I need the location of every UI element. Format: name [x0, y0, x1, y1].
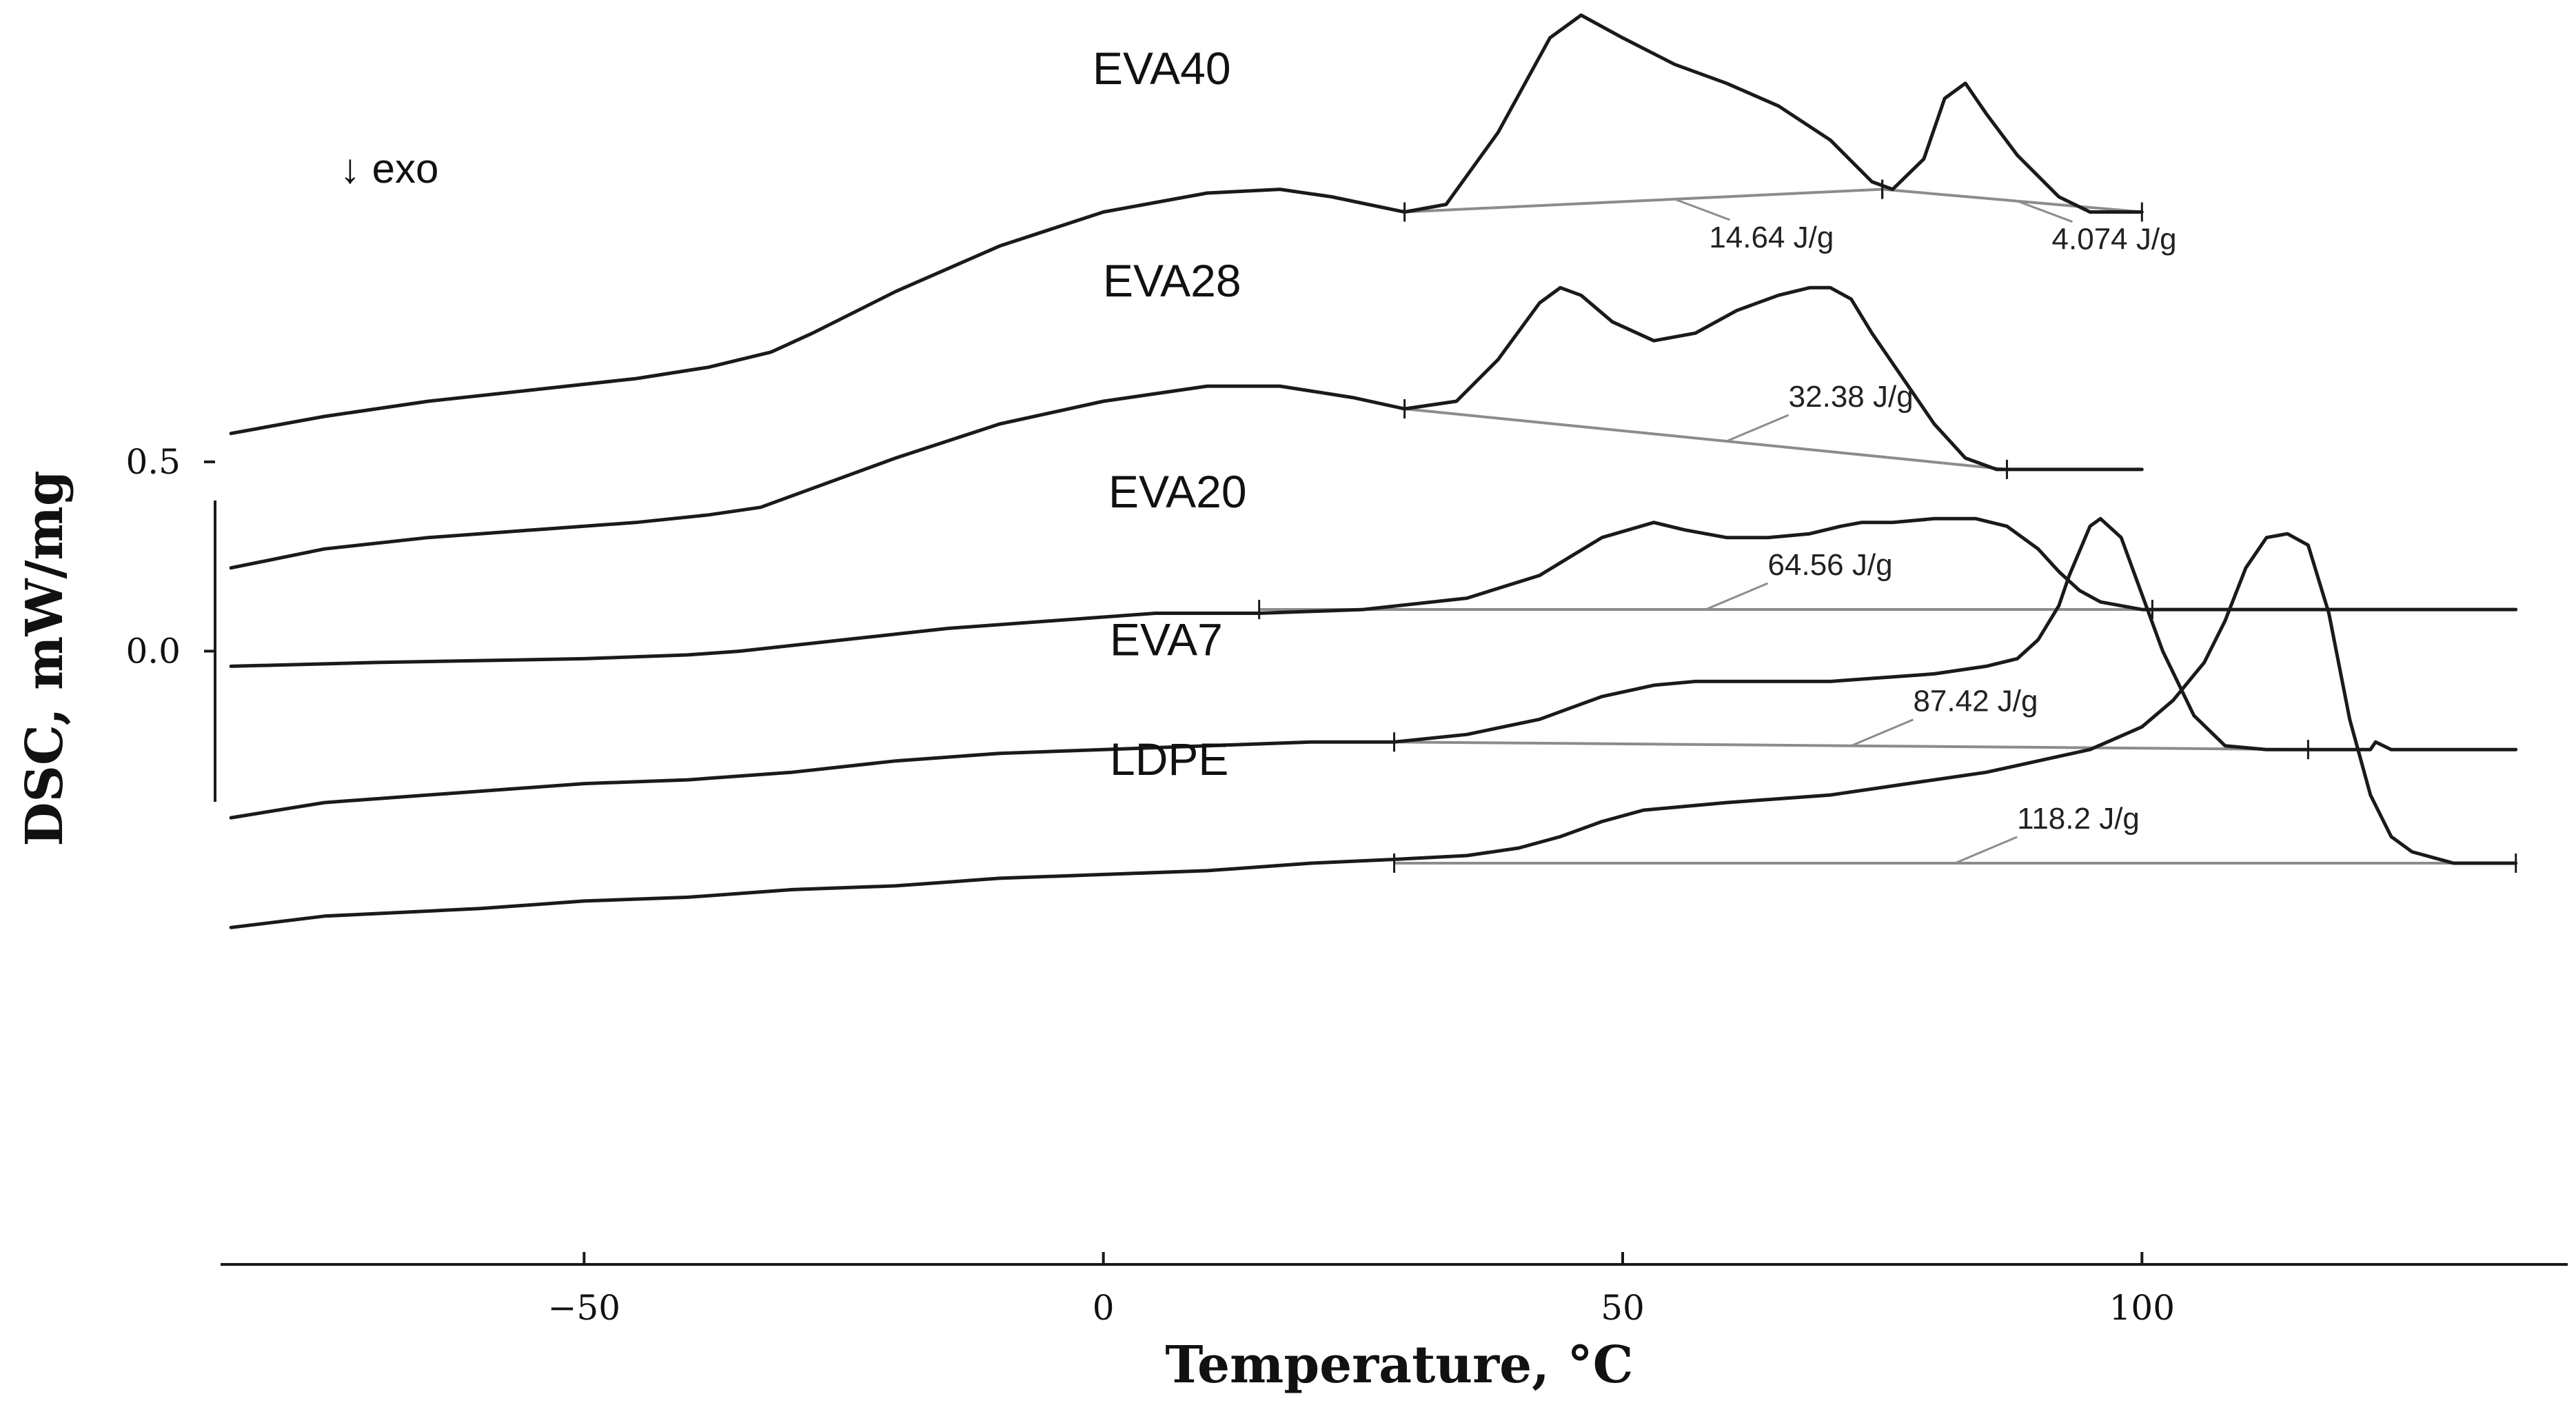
enthalpy-label-eva20: 64.56 J/g — [1768, 548, 1893, 582]
y-tick-label: 0.5 — [125, 442, 181, 482]
enthalpy-label-ldpe: 118.2 J/g — [2017, 802, 2140, 836]
labels: 14.64 J/g 4.074 J/g EVA40 32.38 J/g EVA28 64.… — [1093, 43, 2177, 836]
integration-baselines — [1258, 179, 2517, 873]
y-axis-title: DSC, mW/mg — [15, 470, 74, 846]
enthalpy-label-eva28: 32.38 J/g — [1789, 380, 1914, 414]
x-tick-label: −50 — [548, 1288, 621, 1328]
baseline-eva28 — [1404, 407, 2007, 471]
curve-eva40 — [229, 13, 2144, 436]
enthalpy-leader — [1954, 836, 2018, 865]
series-label-eva7: EVA7 — [1110, 614, 1223, 665]
curve-eva7 — [229, 516, 2518, 820]
x-tick-label: 0 — [1093, 1288, 1115, 1328]
baseline-eva40 — [1404, 188, 1883, 214]
series-label-eva40: EVA40 — [1093, 43, 1231, 94]
enthalpy-label-eva7: 87.42 J/g — [1913, 685, 2038, 718]
series-label-eva28: EVA28 — [1103, 255, 1241, 306]
axes — [214, 501, 2568, 1266]
enthalpy-label-eva40: 4.074 J/g — [2052, 223, 2177, 256]
curve-eva28 — [229, 285, 2144, 570]
series-label-eva20: EVA20 — [1108, 466, 1247, 517]
enthalpy-leader — [1850, 718, 1914, 747]
dsc-curves — [229, 13, 2518, 929]
enthalpy-leader — [1705, 582, 1769, 611]
x-tick-label: 100 — [2109, 1288, 2175, 1328]
enthalpy-leader — [2017, 200, 2073, 223]
exo-direction-label: ↓ exo — [340, 145, 438, 192]
x-axis-title: Temperature, °C — [1165, 1335, 1633, 1395]
enthalpy-label-eva40: 14.64 J/g — [1709, 221, 1834, 254]
enthalpy-leader — [1674, 198, 1730, 221]
curve-ldpe — [229, 532, 2518, 929]
curve-eva20 — [229, 516, 2518, 668]
x-tick-label: 50 — [1601, 1288, 1645, 1328]
series-label-ldpe: LDPE — [1110, 734, 1228, 785]
tick-marks: −50 0 50 100 0.0 0.5 — [125, 442, 2175, 1328]
baseline-eva40 — [1882, 188, 2142, 214]
enthalpy-leader — [1726, 414, 1789, 443]
y-tick-label: 0.0 — [125, 631, 181, 671]
